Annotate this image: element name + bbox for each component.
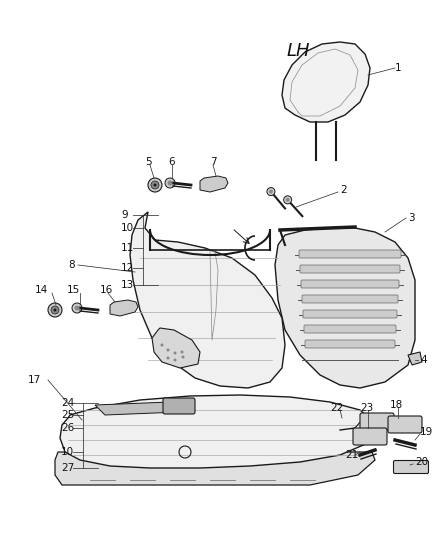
Text: 17: 17 [28, 375, 41, 385]
Text: 13: 13 [121, 280, 134, 290]
Text: 18: 18 [390, 400, 403, 410]
Circle shape [74, 305, 80, 311]
Circle shape [165, 178, 175, 188]
Circle shape [181, 356, 184, 359]
Text: 5: 5 [145, 157, 152, 167]
Text: 22: 22 [330, 403, 343, 413]
Text: 21: 21 [345, 450, 358, 460]
FancyBboxPatch shape [302, 295, 398, 303]
Circle shape [180, 351, 184, 353]
Text: 1: 1 [395, 63, 402, 73]
Polygon shape [95, 402, 180, 415]
Polygon shape [60, 395, 375, 468]
Circle shape [173, 351, 177, 354]
Polygon shape [152, 328, 200, 368]
Text: 15: 15 [67, 285, 80, 295]
FancyBboxPatch shape [353, 428, 387, 445]
Text: 4: 4 [420, 355, 427, 365]
Circle shape [284, 196, 292, 204]
Text: 14: 14 [35, 285, 48, 295]
FancyBboxPatch shape [393, 461, 428, 473]
Polygon shape [55, 452, 375, 485]
FancyBboxPatch shape [301, 280, 399, 288]
Polygon shape [282, 42, 370, 122]
Circle shape [167, 181, 173, 185]
Polygon shape [275, 228, 415, 388]
Circle shape [153, 183, 156, 187]
Text: 27: 27 [61, 463, 74, 473]
FancyBboxPatch shape [304, 325, 396, 333]
Text: 26: 26 [61, 423, 74, 433]
Circle shape [166, 349, 170, 351]
Text: 12: 12 [121, 263, 134, 273]
Circle shape [166, 357, 170, 359]
Text: 24: 24 [61, 398, 74, 408]
Polygon shape [110, 300, 138, 316]
Circle shape [160, 343, 163, 346]
Circle shape [48, 303, 62, 317]
FancyBboxPatch shape [305, 340, 395, 348]
Polygon shape [130, 212, 285, 388]
FancyBboxPatch shape [388, 416, 422, 433]
Circle shape [151, 181, 159, 189]
Circle shape [72, 303, 82, 313]
Circle shape [267, 188, 275, 196]
FancyBboxPatch shape [300, 265, 400, 273]
Text: 16: 16 [100, 285, 113, 295]
Text: 23: 23 [360, 403, 373, 413]
Polygon shape [408, 352, 422, 365]
FancyBboxPatch shape [299, 250, 401, 258]
Text: 11: 11 [121, 243, 134, 253]
Text: LH: LH [286, 42, 310, 60]
Polygon shape [200, 176, 228, 192]
Text: 20: 20 [415, 457, 428, 467]
Text: 8: 8 [68, 260, 74, 270]
FancyBboxPatch shape [163, 398, 195, 414]
Circle shape [173, 359, 177, 361]
Text: 9: 9 [121, 210, 127, 220]
Text: 19: 19 [420, 427, 433, 437]
Circle shape [269, 190, 273, 193]
Text: 3: 3 [408, 213, 415, 223]
Circle shape [148, 178, 162, 192]
Circle shape [51, 306, 59, 314]
FancyBboxPatch shape [360, 413, 394, 430]
Text: 2: 2 [340, 185, 346, 195]
FancyBboxPatch shape [303, 310, 397, 318]
Text: 10: 10 [121, 223, 134, 233]
Text: 7: 7 [210, 157, 217, 167]
Text: 6: 6 [168, 157, 175, 167]
Text: 10: 10 [61, 447, 74, 457]
Text: 25: 25 [61, 410, 74, 420]
Circle shape [53, 309, 57, 311]
Circle shape [286, 198, 290, 202]
